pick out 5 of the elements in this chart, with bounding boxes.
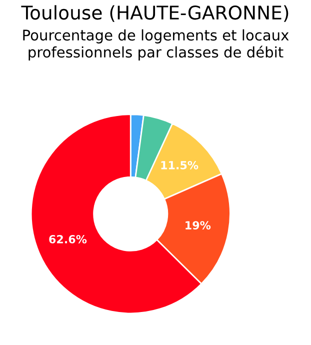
chart-title: Toulouse (HAUTE-GARONNE) [21, 5, 288, 22]
data-label: 11.5% [161, 160, 198, 170]
data-label: 62.6% [49, 235, 87, 244]
chart-subtitle: Pourcentage de logements et locaux professionnels par classes de débit [23, 29, 289, 60]
data-label: 19% [186, 221, 211, 230]
